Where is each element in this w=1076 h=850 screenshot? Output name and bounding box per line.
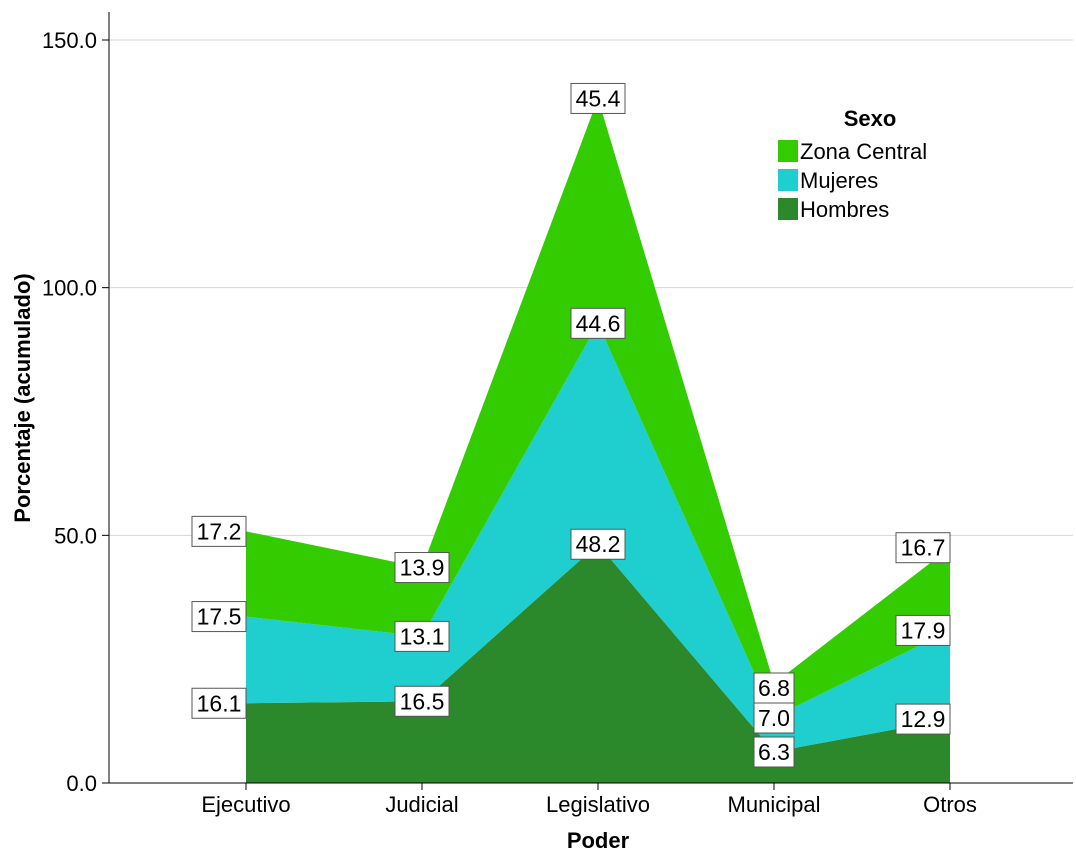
data-label: 6.8 xyxy=(753,672,795,704)
data-label: 45.4 xyxy=(570,82,626,114)
data-label: 16.7 xyxy=(895,532,951,564)
area-series-zona-central xyxy=(246,98,950,718)
legend: Sexo Zona Central Mujeres Hombres xyxy=(778,106,927,222)
y-tick-label: 100.0 xyxy=(42,276,97,301)
legend-label: Zona Central xyxy=(800,139,927,164)
svg-text:16.1: 16.1 xyxy=(197,690,242,716)
svg-text:13.9: 13.9 xyxy=(400,555,445,581)
legend-item: Hombres xyxy=(778,197,889,222)
axes: 0.0 50.0 100.0 150.0 Ejecutivo Judicial Legisl… xyxy=(42,12,1073,817)
svg-text:6.3: 6.3 xyxy=(758,739,790,765)
data-label: 44.6 xyxy=(570,307,626,339)
x-axis-title: Poder xyxy=(567,828,630,850)
data-label: 16.5 xyxy=(394,685,450,717)
data-labels: 16.1 16.5 48.2 6.3 12.9 17.5 13.1 44.6 7.0 17.9 17… xyxy=(191,82,951,768)
svg-text:12.9: 12.9 xyxy=(901,706,946,732)
area-series-hombres xyxy=(246,544,950,783)
data-label: 13.9 xyxy=(394,552,450,584)
svg-text:44.6: 44.6 xyxy=(576,310,621,336)
x-tick-label: Municipal xyxy=(728,792,821,817)
data-label: 12.9 xyxy=(895,703,951,735)
svg-text:17.2: 17.2 xyxy=(197,518,242,544)
svg-text:17.9: 17.9 xyxy=(901,617,946,643)
svg-text:16.5: 16.5 xyxy=(400,688,445,714)
x-tick-label: Otros xyxy=(923,792,977,817)
legend-label: Hombres xyxy=(800,197,889,222)
svg-text:6.8: 6.8 xyxy=(758,675,790,701)
x-tick-label: Legislativo xyxy=(546,792,650,817)
svg-text:16.7: 16.7 xyxy=(901,535,946,561)
data-label: 6.3 xyxy=(753,736,795,768)
y-tick-label: 150.0 xyxy=(42,28,97,53)
x-tick-label: Judicial xyxy=(385,792,458,817)
svg-text:17.5: 17.5 xyxy=(197,604,242,630)
y-axis-title: Porcentaje (acumulado) xyxy=(10,273,35,522)
svg-text:7.0: 7.0 xyxy=(758,705,790,731)
data-label: 7.0 xyxy=(753,702,795,734)
data-label: 17.9 xyxy=(895,614,951,646)
legend-title: Sexo xyxy=(844,106,897,131)
legend-item: Zona Central xyxy=(778,139,927,164)
data-label: 17.2 xyxy=(191,515,247,547)
data-label: 17.5 xyxy=(191,601,247,633)
svg-text:45.4: 45.4 xyxy=(576,85,621,111)
data-label: 13.1 xyxy=(394,620,450,652)
y-tick-label: 50.0 xyxy=(54,523,97,548)
legend-item: Mujeres xyxy=(778,168,878,193)
legend-swatch xyxy=(778,169,798,191)
data-label: 48.2 xyxy=(570,528,626,560)
svg-text:13.1: 13.1 xyxy=(400,623,445,649)
legend-swatch xyxy=(778,198,798,220)
data-label: 16.1 xyxy=(191,687,247,719)
legend-swatch xyxy=(778,140,798,162)
y-tick-label: 0.0 xyxy=(66,771,97,796)
legend-label: Mujeres xyxy=(800,168,878,193)
x-tick-label: Ejecutivo xyxy=(201,792,290,817)
svg-text:48.2: 48.2 xyxy=(576,531,621,557)
